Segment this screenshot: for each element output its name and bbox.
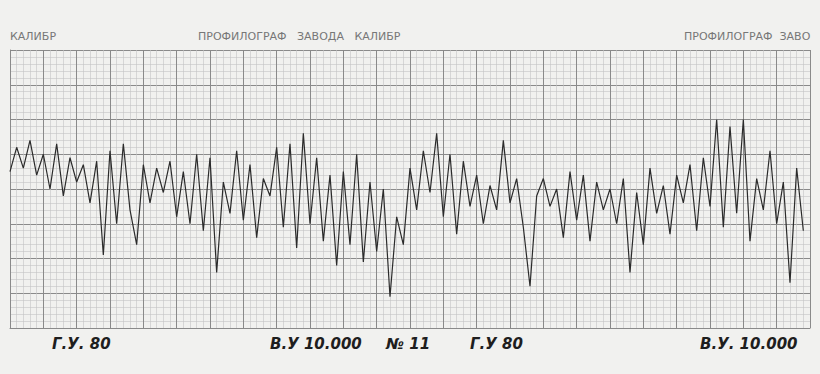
svg-text:Г.У. 80: Г.У. 80 xyxy=(52,335,111,353)
svg-text:В.У. 10.000: В.У. 10.000 xyxy=(700,335,798,353)
svg-text:ПРОФИЛОГРАФ ЗАВО: ПРОФИЛОГРАФ ЗАВО xyxy=(684,30,811,43)
svg-text:Г.У 80: Г.У 80 xyxy=(470,335,523,353)
svg-text:КАЛИБР: КАЛИБР xyxy=(10,30,56,43)
svg-text:№ 11: № 11 xyxy=(385,335,430,353)
svg-text:ПРОФИЛОГРАФ ЗАВОДА КАЛИБР: ПРОФИЛОГРАФ ЗАВОДА КАЛИБР xyxy=(198,30,401,43)
svg-text:В.У 10.000: В.У 10.000 xyxy=(270,335,362,353)
